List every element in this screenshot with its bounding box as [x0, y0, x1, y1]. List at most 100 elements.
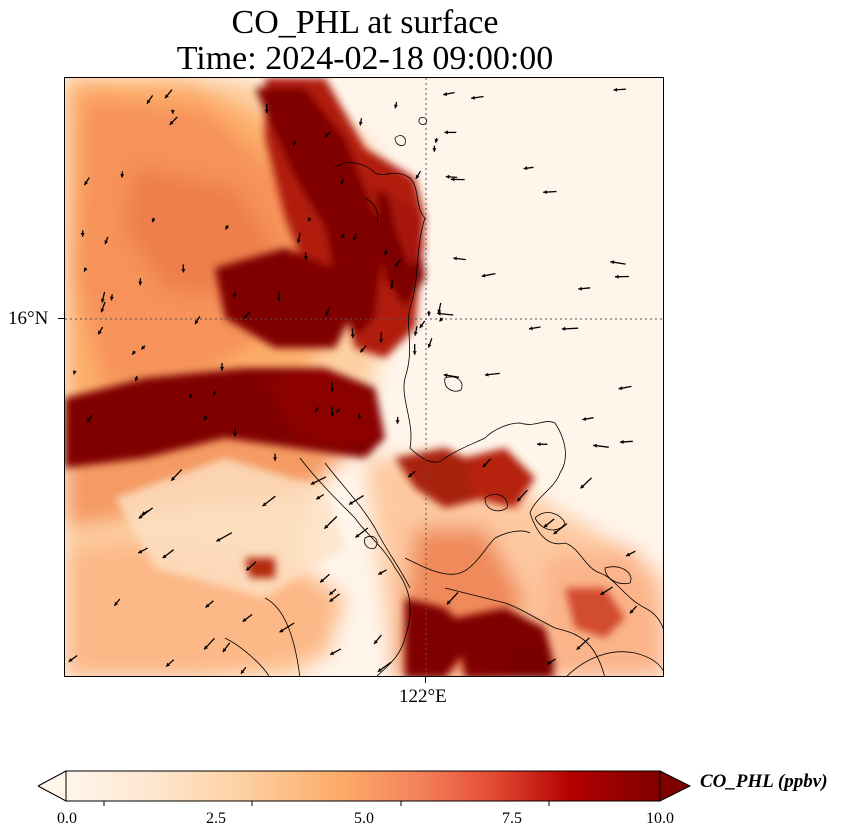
wind-arrow-head	[324, 133, 329, 138]
wind-arrow-head	[325, 312, 329, 317]
wind-arrow-head	[537, 442, 541, 447]
colorbar-tick-label: 5.0	[354, 810, 374, 827]
wind-arrow-head	[610, 260, 615, 265]
wind-arrow-head	[232, 293, 237, 298]
wind-arrow-head	[204, 645, 208, 650]
wind-arrow-head	[395, 262, 399, 267]
wind-arrow-head	[98, 330, 102, 335]
wind-arrow-head	[561, 326, 566, 331]
wind-arrow-head	[408, 473, 413, 478]
wind-arrow-head	[162, 554, 167, 559]
wind-arrow-head	[216, 537, 221, 542]
wind-arrow-head	[320, 578, 325, 583]
wind-arrow-head	[242, 617, 247, 622]
wind-arrow-head	[446, 600, 451, 605]
wind-arrow-head	[439, 317, 444, 322]
wind-arrow-head	[68, 658, 73, 662]
wind-arrow-head	[413, 331, 418, 336]
wind-arrow-head	[394, 104, 398, 109]
wind-arrow-head	[205, 603, 210, 608]
wind-arrow-head	[264, 109, 269, 114]
wind-arrow-head	[151, 218, 156, 223]
latitude-tick-label: 16°N	[8, 308, 49, 329]
wind-arrow-head	[444, 130, 448, 135]
wind-arrow-head	[593, 443, 597, 448]
wind-arrow-head	[600, 591, 605, 595]
wind-arrow-head	[358, 121, 363, 126]
wind-arrow-head	[189, 394, 193, 399]
lat-tick-mark	[58, 318, 64, 319]
wind-arrow-head	[240, 669, 245, 674]
wind-arrow-head	[233, 432, 237, 437]
wind-arrow-head	[87, 418, 91, 423]
map-title-time: Time: 2024-02-18 09:00:00	[176, 40, 554, 77]
wind-arrow-head	[262, 502, 267, 507]
wind-arrow-head	[349, 501, 353, 505]
wind-arrow-head	[434, 138, 439, 143]
wind-arrow-head	[437, 309, 442, 314]
wind-arrow-head	[104, 240, 109, 245]
colorbar-tick-label: 7.5	[502, 810, 522, 827]
wind-arrow-head	[484, 372, 489, 377]
colorbar-tick-label: 10.0	[646, 810, 674, 827]
wind-arrow-head	[618, 386, 623, 391]
wind-arrow-head	[355, 533, 360, 538]
wind-arrow-head	[141, 345, 146, 350]
wind-arrow-head	[378, 571, 383, 575]
wind-arrow-head	[419, 324, 424, 328]
wind-arrow-head	[340, 180, 345, 185]
wind-arrow-head	[220, 366, 224, 371]
wind-arrow-head	[432, 148, 437, 152]
wind-arrow-head	[547, 660, 552, 665]
wind-arrow-head	[329, 591, 334, 595]
longitude-tick-label: 122°E	[399, 686, 447, 707]
wind-arrow-head	[360, 348, 365, 353]
wind-arrow-head	[529, 326, 533, 331]
wind-arrow-head	[246, 566, 251, 571]
wind-arrow-head	[73, 370, 77, 375]
wind-arrow-head	[427, 343, 432, 348]
wind-arrow-head	[120, 174, 125, 178]
wind-arrow-head	[415, 174, 420, 179]
wind-arrow-head	[353, 236, 357, 241]
wind-arrow-head	[330, 412, 335, 417]
wind-arrow-head	[553, 530, 558, 535]
wind-arrow-head	[383, 251, 388, 256]
wind-arrow-head	[471, 95, 475, 100]
wind-arrow-head	[620, 439, 624, 444]
wind-arrow-head	[315, 408, 319, 413]
wind-arrow-head	[330, 651, 335, 655]
co-plumes	[65, 78, 625, 676]
wind-arrow-head	[303, 256, 308, 260]
wind-arrow-head	[336, 408, 341, 413]
wind-arrow-head	[517, 497, 522, 502]
map-title-variable: CO_PHL at surface	[231, 4, 499, 41]
wind-arrow-head	[443, 373, 448, 378]
wind-arrow-head	[296, 239, 301, 243]
wind-arrow-head	[412, 351, 417, 355]
wind-arrow-head	[165, 94, 169, 99]
wind-arrow-head	[523, 166, 528, 171]
wind-arrow-head	[389, 285, 394, 289]
wind-arrow-head	[138, 514, 143, 519]
wind-arrow-head	[629, 609, 634, 614]
wind-arrow-head	[243, 314, 248, 319]
colorbar-tick-label: 0.0	[57, 810, 77, 827]
map-field	[65, 78, 663, 676]
wind-arrow-head	[114, 601, 119, 606]
wind-arrow-head	[395, 420, 400, 424]
wind-arrow-head	[84, 267, 88, 272]
wind-arrow-head	[138, 549, 143, 554]
map-panel	[64, 77, 664, 677]
wind-arrow-head	[195, 320, 199, 325]
wind-arrow-head	[615, 274, 619, 279]
wind-arrow-head	[80, 233, 85, 237]
wind-arrow-head	[213, 391, 217, 396]
wind-arrow-head	[450, 177, 455, 182]
wind-arrow-head	[170, 110, 175, 114]
wind-arrow-head	[222, 648, 227, 653]
wind-arrow-head	[100, 298, 105, 303]
wind-arrow-head	[109, 296, 114, 301]
colorbar-gradient	[65, 770, 661, 802]
wind-arrow-head	[426, 312, 431, 316]
